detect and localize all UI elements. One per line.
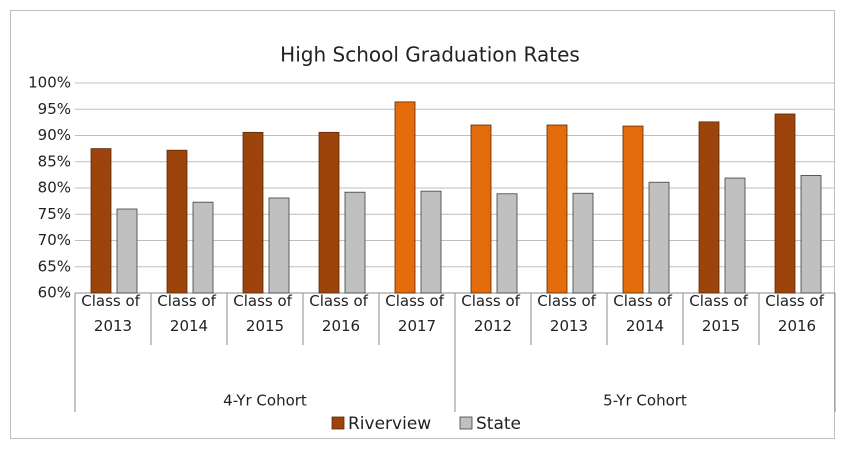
bar [622,125,644,294]
legend-swatch [459,416,473,430]
bar [318,131,340,294]
legend-label: State [476,414,521,434]
bar [268,197,290,294]
y-tick-label: 85% [38,152,71,170]
bar [724,177,746,294]
y-tick-label: 95% [38,100,71,118]
y-tick-label: 90% [38,126,71,144]
bar [800,174,822,294]
bar [698,121,720,294]
chart-title: High School Graduation Rates [280,43,580,67]
y-tick-label: 65% [38,257,71,275]
legend-swatch [331,416,345,430]
bar [192,201,214,294]
bar [242,131,264,294]
y-tick-label: 70% [38,231,71,249]
x-tick-label: Class of 2014 [613,292,676,335]
x-tick-label: Class of 2013 [81,292,144,335]
x-tick-label: Class of 2016 [765,292,828,335]
legend-label: Riverview [348,414,431,434]
x-tick-label: Class of 2012 [461,292,524,335]
y-tick-label: 60% [38,284,71,302]
group-label: 4-Yr Cohort [223,392,307,410]
bar [90,148,112,294]
bar [496,193,518,294]
bar [116,208,138,294]
y-tick-label: 80% [38,179,71,197]
bar [572,192,594,294]
bar [648,181,670,294]
bar [546,124,568,294]
x-tick-label: Class of 2015 [689,292,752,335]
x-tick-label: Class of 2013 [537,292,600,335]
bar [344,191,366,294]
x-tick-label: Class of 2015 [233,292,296,335]
bar [470,124,492,294]
bar [420,190,442,294]
x-tick-label: Class of 2014 [157,292,220,335]
y-tick-label: 100% [28,74,71,92]
bar [774,113,796,294]
bar [394,101,416,294]
bar [166,149,188,294]
y-tick-label: 75% [38,205,71,223]
x-tick-label: Class of 2017 [385,292,448,335]
x-tick-label: Class of 2016 [309,292,372,335]
group-label: 5-Yr Cohort [603,392,687,410]
